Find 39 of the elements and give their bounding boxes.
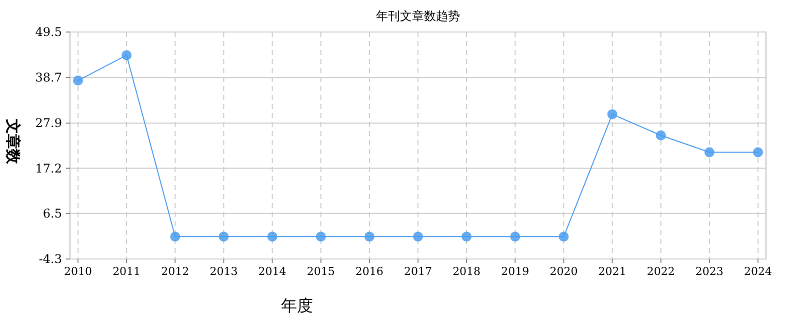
point <box>267 232 278 242</box>
x-tick-label: 2017 <box>404 265 432 278</box>
x-tick-label: 2024 <box>744 265 772 278</box>
x-tick-label: 2012 <box>161 265 190 278</box>
y-tick-label: 17.2 <box>35 161 62 176</box>
point <box>122 50 132 60</box>
x-tick-label: 2016 <box>355 265 384 278</box>
point <box>364 232 374 242</box>
y-tick-label: 27.9 <box>35 116 62 130</box>
point <box>218 232 229 242</box>
point <box>73 76 83 86</box>
y-tick-label: 6.5 <box>42 206 62 220</box>
x-tick-label: 2022 <box>646 265 675 278</box>
point <box>510 232 520 242</box>
y-tick-label: 49.5 <box>35 25 62 39</box>
point <box>413 232 423 242</box>
x-axis-title: 年度 <box>281 296 313 315</box>
y-tick-label: -4.3 <box>38 252 62 266</box>
point <box>558 232 569 242</box>
point <box>170 232 180 242</box>
point <box>462 232 472 242</box>
x-tick-label: 2015 <box>306 265 335 278</box>
point <box>704 147 714 158</box>
chart-title: 年刊文章数趋势 <box>376 9 460 23</box>
x-tick-label: 2014 <box>258 265 286 278</box>
y-tick-label: 38.7 <box>35 70 62 85</box>
x-tick-label: 2018 <box>452 265 481 278</box>
x-tick-label: 2019 <box>501 265 530 278</box>
point <box>753 147 763 158</box>
x-tick-label: 2010 <box>64 265 92 278</box>
x-tick-label: 2020 <box>550 265 578 278</box>
point <box>656 130 666 140</box>
x-tick-label: 2011 <box>112 265 141 278</box>
x-tick-label: 2023 <box>695 265 724 278</box>
point <box>607 109 618 120</box>
x-tick-label: 2013 <box>210 265 238 278</box>
x-tick-label: 2021 <box>598 265 626 278</box>
point <box>316 232 326 242</box>
y-axis-title: 文章数 <box>4 118 22 165</box>
